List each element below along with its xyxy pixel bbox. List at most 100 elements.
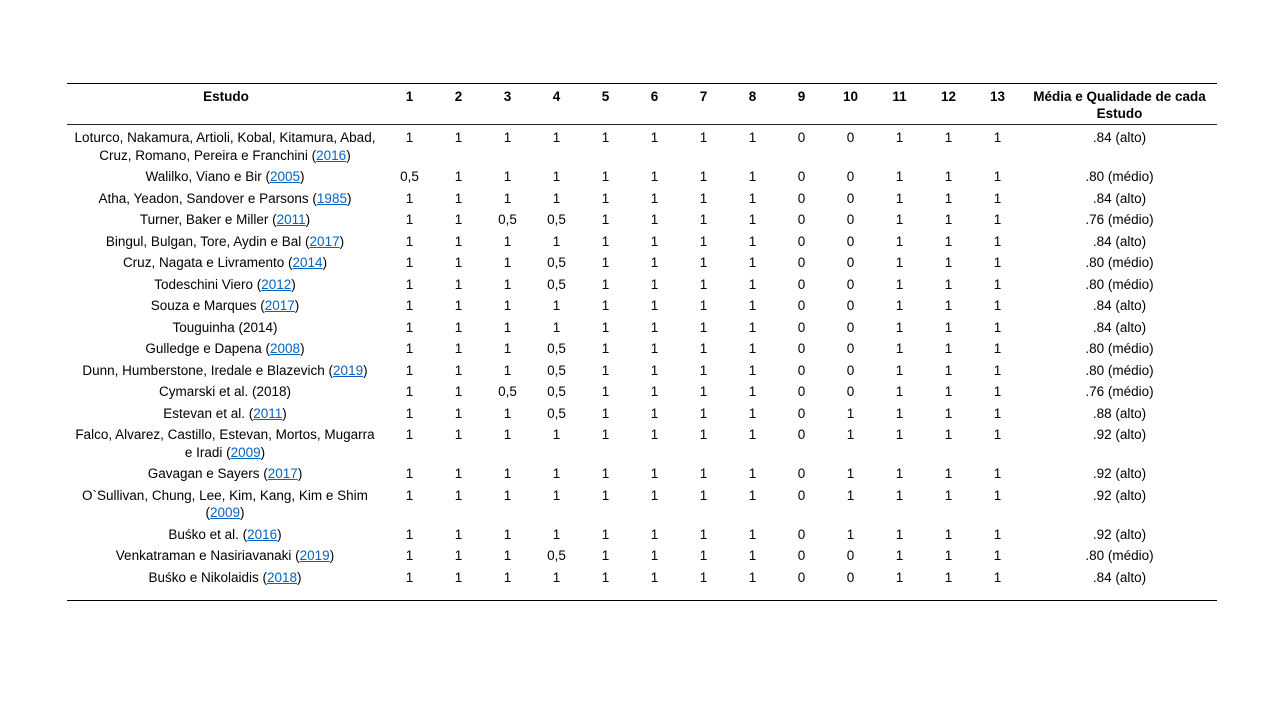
score-cell: 1 — [601, 526, 610, 542]
score-cell: 1 — [895, 341, 904, 356]
score-cell: 1 — [699, 341, 708, 356]
year-link[interactable]: 2016 — [316, 147, 347, 163]
year-link[interactable]: 2011 — [276, 212, 306, 227]
score-cell: 1 — [895, 526, 904, 542]
score-cell: 1 — [405, 130, 414, 145]
score-cell: 1 — [699, 233, 708, 249]
score-cell: 1 — [405, 466, 414, 481]
table-row: Walilko, Viano e Bir (2005) 0,5 1 1 1 1 1 1 1 0 0 1… — [67, 166, 1217, 188]
year-link[interactable]: 1985 — [316, 190, 347, 206]
score-cell: 1 — [895, 319, 904, 335]
year-link[interactable]: 2017 — [309, 233, 340, 249]
quality-cell: .92 (alto) — [1092, 526, 1147, 542]
score-cell: 0 — [846, 384, 855, 399]
score-cell: 0 — [797, 362, 806, 378]
score-cell: 1 — [601, 427, 610, 442]
score-cell: 1 — [748, 298, 757, 313]
score-cell: 1 — [944, 341, 953, 356]
study-cell: Estevan et al. (2011) — [163, 405, 287, 421]
score-cell: 1 — [405, 298, 414, 313]
score-cell: 1 — [993, 427, 1002, 442]
score-cell: 1 — [748, 190, 757, 206]
score-cell: 1 — [993, 405, 1002, 421]
col-header-media-qualidade: Média e Qualidade de cada Estudo — [1022, 83, 1217, 125]
score-cell: 1 — [601, 255, 610, 270]
year-link[interactable]: 2017 — [264, 298, 295, 313]
score-cell: 1 — [405, 526, 414, 542]
score-cell: 1 — [748, 466, 757, 481]
score-cell: 1 — [454, 212, 463, 227]
score-cell: 1 — [699, 276, 708, 292]
score-cell: 0 — [846, 233, 855, 249]
score-cell: 1 — [454, 169, 463, 184]
score-cell: 1 — [650, 569, 659, 585]
score-cell: 1 — [650, 405, 659, 421]
score-cell: 1 — [503, 233, 512, 249]
year-link[interactable]: 2011 — [253, 405, 283, 421]
score-cell: 1 — [944, 548, 953, 563]
score-cell: 1 — [846, 427, 855, 442]
study-cell: Cymarski et al. (2018) — [158, 384, 292, 399]
year-link[interactable]: 2017 — [267, 466, 298, 481]
score-cell: 1 — [944, 212, 953, 227]
score-cell: 0,5 — [547, 548, 566, 563]
quality-cell: .92 (alto) — [1092, 466, 1147, 481]
year-link[interactable]: 2014 — [292, 255, 323, 270]
score-cell: 1 — [748, 526, 757, 542]
year-link[interactable]: 2018 — [267, 569, 298, 585]
year-link[interactable]: 2019 — [333, 362, 364, 378]
col-header-6: 6 — [630, 83, 679, 125]
score-cell: 1 — [993, 569, 1002, 585]
score-cell: 1 — [650, 319, 659, 335]
year-link[interactable]: 2016 — [247, 526, 278, 542]
score-cell: 1 — [846, 487, 855, 503]
quality-assessment-table: Estudo 1 2 3 4 5 6 7 8 9 10 11 12 13 Média e Qualidade… — [67, 83, 1217, 601]
score-cell: 1 — [650, 169, 659, 184]
score-cell: 0,5 — [547, 276, 566, 292]
score-cell: 1 — [895, 233, 904, 249]
score-cell: 1 — [454, 384, 463, 399]
quality-cell: .84 (alto) — [1092, 233, 1147, 249]
score-cell: 1 — [846, 526, 855, 542]
header-row: Estudo 1 2 3 4 5 6 7 8 9 10 11 12 13 Média e Qualidade… — [67, 83, 1217, 125]
score-cell: 1 — [454, 276, 463, 292]
score-cell: 1 — [748, 487, 757, 503]
score-cell: 1 — [699, 212, 708, 227]
score-cell: 1 — [944, 298, 953, 313]
score-cell: 1 — [895, 466, 904, 481]
score-cell: 1 — [748, 341, 757, 356]
year-link[interactable]: 2009 — [209, 505, 241, 520]
col-header-5: 5 — [581, 83, 630, 125]
quality-cell: .80 (médio) — [1085, 169, 1154, 184]
score-cell: 1 — [552, 427, 561, 442]
year-link[interactable]: 2012 — [261, 276, 292, 292]
score-cell: 1 — [748, 169, 757, 184]
score-cell: 1 — [748, 569, 757, 585]
score-cell: 0 — [797, 319, 806, 335]
score-cell: 1 — [895, 276, 904, 292]
score-cell: 0 — [846, 212, 855, 227]
study-cell: Buśko et al. (2016) — [168, 526, 282, 542]
score-cell: 1 — [748, 362, 757, 378]
score-cell: 1 — [895, 362, 904, 378]
score-cell: 1 — [454, 526, 463, 542]
score-cell: 0 — [846, 276, 855, 292]
study-cell: Loturco, Nakamura, Artioli, Kobal, Kitam… — [74, 130, 376, 163]
score-cell: 1 — [699, 190, 708, 206]
score-cell: 1 — [454, 130, 463, 145]
score-cell: 1 — [748, 255, 757, 270]
score-cell: 1 — [699, 569, 708, 585]
score-cell: 0,5 — [547, 405, 566, 421]
year-link[interactable]: 2009 — [230, 444, 261, 460]
score-cell: 0 — [797, 190, 806, 206]
score-cell: 1 — [699, 384, 708, 399]
score-cell: 1 — [552, 526, 561, 542]
score-cell: 1 — [454, 341, 463, 356]
study-cell: Gulledge e Dapena (2008) — [145, 341, 305, 356]
col-header-3: 3 — [483, 83, 532, 125]
year-link[interactable]: 2005 — [270, 169, 301, 184]
year-link[interactable]: 2019 — [299, 548, 330, 563]
score-cell: 1 — [993, 487, 1002, 503]
year-link[interactable]: 2008 — [270, 341, 301, 356]
score-cell: 1 — [895, 255, 904, 270]
